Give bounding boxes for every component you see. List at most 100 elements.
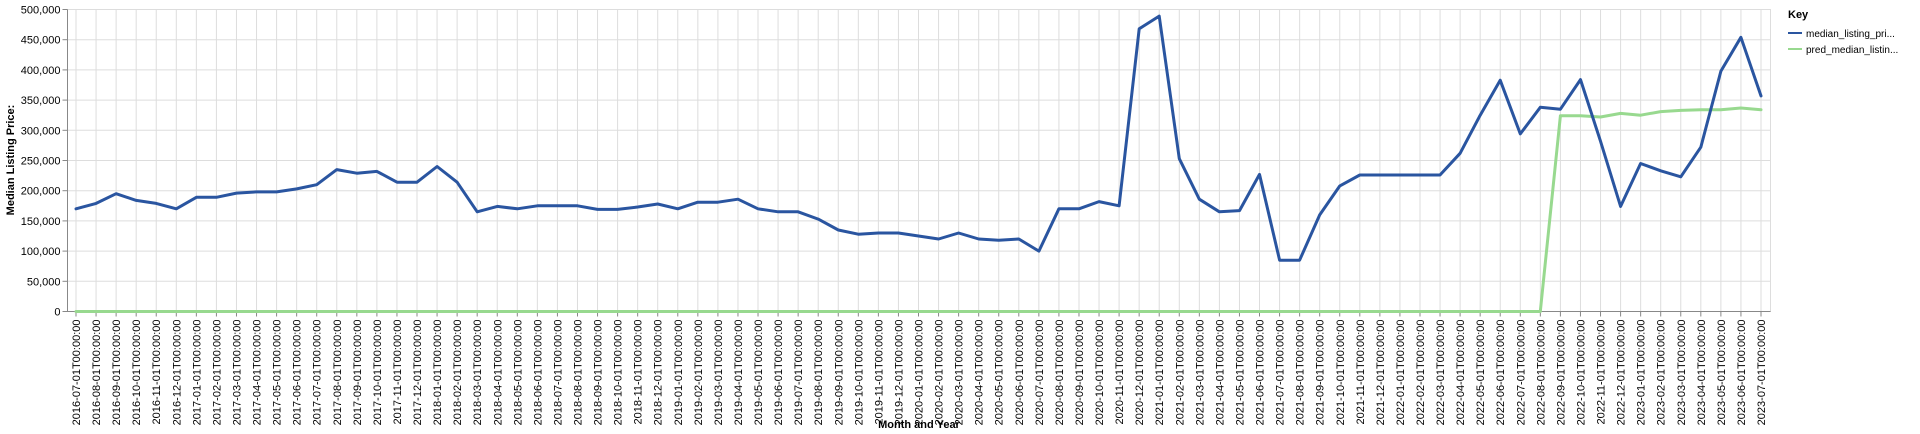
x-tick-label: 2020-02-01T00:00:00 [934, 320, 946, 426]
x-tick-label: 2022-04-01T00:00:00 [1455, 320, 1467, 426]
x-tick-label: 2016-11-01T00:00:00 [151, 320, 163, 425]
x-tick-label: 2021-12-01T00:00:00 [1375, 320, 1387, 426]
y-tick-label: 100,000 [21, 246, 61, 258]
x-tick-label: 2018-07-01T00:00:00 [552, 320, 564, 426]
series-line [74, 106, 1763, 313]
x-tick-label: 2018-05-01T00:00:00 [512, 320, 524, 426]
x-tick-label: 2018-09-01T00:00:00 [593, 320, 605, 426]
x-tick-label: 2023-04-01T00:00:00 [1696, 320, 1708, 426]
x-axis: 2016-07-01T00:00:00 2016-08-01T00:00:00 20… [67, 311, 1771, 426]
x-tick-label: 2020-09-01T00:00:00 [1074, 320, 1086, 426]
y-axis: 0 50,000 100,000 150,000 200,000 250,000 300,0… [21, 5, 68, 319]
x-tick-label: 2021-11-01T00:00:00 [1355, 320, 1367, 425]
x-tick-label: 2017-06-01T00:00:00 [292, 320, 304, 426]
series-line [74, 14, 1763, 262]
x-tick-label: 2017-05-01T00:00:00 [272, 320, 284, 426]
x-tick-label: 2021-09-01T00:00:00 [1315, 320, 1327, 426]
x-tick-label: 2017-02-01T00:00:00 [211, 320, 223, 426]
x-tick-label: 2017-11-01T00:00:00 [392, 320, 404, 425]
x-tick-label: 2019-05-01T00:00:00 [753, 320, 765, 426]
x-tick-label: 2020-12-01T00:00:00 [1134, 320, 1146, 426]
x-tick-label: 2018-01-01T00:00:00 [432, 320, 444, 426]
x-tick-label: 2019-09-01T00:00:00 [833, 320, 845, 426]
x-axis-title: Month and Year [878, 419, 960, 431]
x-tick-label: 2021-10-01T00:00:00 [1335, 320, 1347, 426]
y-tick-label: 50,000 [27, 276, 61, 288]
x-tick-label: 2017-12-01T00:00:00 [412, 320, 424, 426]
y-tick-label: 200,000 [21, 186, 61, 198]
x-tick-label: 2020-11-01T00:00:00 [1114, 320, 1126, 425]
x-tick-label: 2020-05-01T00:00:00 [994, 320, 1006, 426]
y-tick-label: 250,000 [21, 156, 61, 168]
y-tick-label: 0 [54, 307, 60, 319]
x-tick-label: 2022-07-01T00:00:00 [1515, 320, 1527, 426]
x-tick-label: 2018-06-01T00:00:00 [532, 320, 544, 426]
y-tick-label: 500,000 [21, 5, 61, 17]
x-tick-label: 2019-02-01T00:00:00 [693, 320, 705, 426]
x-tick-label: 2018-02-01T00:00:00 [452, 320, 464, 426]
x-tick-label: 2021-01-01T00:00:00 [1154, 320, 1166, 426]
x-tick-label: 2018-04-01T00:00:00 [492, 320, 504, 426]
x-tick-label: 2021-05-01T00:00:00 [1234, 320, 1246, 426]
x-tick-label: 2017-01-01T00:00:00 [191, 320, 203, 426]
y-tick-label: 150,000 [21, 216, 61, 228]
x-tick-label: 2023-03-01T00:00:00 [1676, 320, 1688, 426]
x-tick-label: 2023-07-01T00:00:00 [1756, 320, 1768, 426]
x-tick-label: 2019-07-01T00:00:00 [793, 320, 805, 426]
x-tick-label: 2018-11-01T00:00:00 [633, 320, 645, 425]
legend-label: median_listing_pri... [1806, 29, 1895, 40]
x-tick-label: 2019-10-01T00:00:00 [853, 320, 865, 426]
x-tick-label: 2019-01-01T00:00:00 [673, 320, 685, 426]
x-tick-label: 2022-11-01T00:00:00 [1596, 320, 1608, 425]
y-tick-label: 300,000 [21, 125, 61, 137]
series-lines [74, 14, 1763, 313]
x-tick-label: 2019-04-01T00:00:00 [733, 320, 745, 426]
x-tick-label: 2018-08-01T00:00:00 [572, 320, 584, 426]
x-tick-label: 2023-01-01T00:00:00 [1636, 320, 1648, 426]
x-tick-label: 2018-12-01T00:00:00 [653, 320, 665, 426]
x-tick-label: 2023-05-01T00:00:00 [1716, 320, 1728, 426]
x-tick-label: 2022-08-01T00:00:00 [1535, 320, 1547, 426]
x-tick-label: 2020-06-01T00:00:00 [1014, 320, 1026, 426]
legend-label: pred_median_listin... [1806, 45, 1898, 56]
x-tick-label: 2019-12-01T00:00:00 [893, 320, 905, 426]
x-tick-label: 2016-10-01T00:00:00 [131, 320, 143, 426]
x-tick-label: 2017-07-01T00:00:00 [312, 320, 324, 426]
y-tick-label: 400,000 [21, 65, 61, 77]
y-axis-title: Median Listing Price: [5, 105, 17, 216]
x-tick-label: 2020-07-01T00:00:00 [1034, 320, 1046, 426]
x-tick-label: 2021-02-01T00:00:00 [1174, 320, 1186, 426]
x-tick-label: 2016-09-01T00:00:00 [111, 320, 123, 426]
x-tick-label: 2022-01-01T00:00:00 [1395, 320, 1407, 426]
x-tick-label: 2020-04-01T00:00:00 [974, 320, 986, 426]
x-tick-label: 2018-03-01T00:00:00 [472, 320, 484, 426]
x-tick-label: 2018-10-01T00:00:00 [613, 320, 625, 426]
x-tick-label: 2017-08-01T00:00:00 [332, 320, 344, 426]
x-tick-label: 2020-01-01T00:00:00 [914, 320, 926, 426]
x-tick-label: 2020-10-01T00:00:00 [1094, 320, 1106, 426]
x-tick-label: 2017-09-01T00:00:00 [352, 320, 364, 426]
x-tick-label: 2017-03-01T00:00:00 [231, 320, 243, 426]
x-tick-label: 2022-03-01T00:00:00 [1435, 320, 1447, 426]
x-tick-label: 2017-04-01T00:00:00 [252, 320, 264, 426]
x-tick-label: 2021-03-01T00:00:00 [1194, 320, 1206, 426]
x-tick-label: 2022-05-01T00:00:00 [1475, 320, 1487, 426]
x-tick-label: 2019-11-01T00:00:00 [873, 320, 885, 425]
y-tick-label: 450,000 [21, 35, 61, 47]
x-tick-label: 2022-12-01T00:00:00 [1616, 320, 1628, 426]
x-tick-label: 2021-08-01T00:00:00 [1295, 320, 1307, 426]
x-tick-label: 2017-10-01T00:00:00 [372, 320, 384, 426]
x-tick-label: 2022-09-01T00:00:00 [1555, 320, 1567, 426]
x-tick-label: 2016-08-01T00:00:00 [91, 320, 103, 426]
x-tick-label: 2019-08-01T00:00:00 [813, 320, 825, 426]
x-tick-label: 2016-07-01T00:00:00 [71, 320, 83, 426]
x-tick-label: 2022-10-01T00:00:00 [1575, 320, 1587, 426]
x-tick-label: 2019-06-01T00:00:00 [773, 320, 785, 426]
x-tick-label: 2019-03-01T00:00:00 [713, 320, 725, 426]
x-tick-label: 2022-06-01T00:00:00 [1495, 320, 1507, 426]
x-tick-label: 2021-04-01T00:00:00 [1214, 320, 1226, 426]
x-tick-label: 2020-08-01T00:00:00 [1054, 320, 1066, 426]
legend: Key median_listing_pri... pred_median_lis… [1788, 9, 1898, 56]
legend-title: Key [1788, 9, 1809, 21]
